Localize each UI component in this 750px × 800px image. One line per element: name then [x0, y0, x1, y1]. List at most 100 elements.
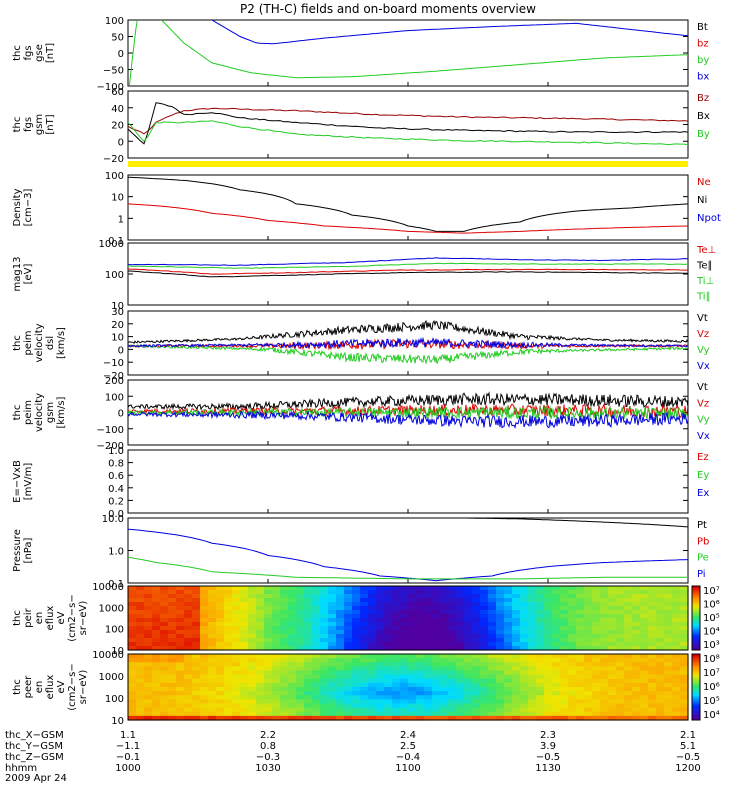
- peer_eflux-cell: [640, 715, 649, 721]
- peer_eflux-cell: [288, 666, 297, 672]
- peir_eflux-cell: [224, 602, 233, 607]
- peer_eflux-cell: [208, 715, 217, 721]
- peir_eflux-cell: [344, 614, 353, 619]
- peir_eflux-cell: [496, 626, 505, 631]
- pressure-ytick-label: 10.0: [102, 514, 124, 525]
- peir_eflux-cell: [240, 590, 249, 595]
- peer_eflux-cell: [680, 666, 689, 672]
- peir_eflux-cell: [464, 622, 473, 627]
- peer_eflux-cell: [304, 682, 313, 688]
- peir_eflux-cell: [416, 594, 425, 599]
- peer_eflux-cell: [672, 695, 681, 700]
- peer_eflux-cell: [312, 695, 321, 700]
- peir_eflux-cell: [528, 610, 537, 615]
- peer_eflux-cell: [480, 654, 489, 659]
- peir_eflux-cell: [512, 614, 521, 619]
- peir_eflux-cell: [192, 594, 201, 599]
- peer_eflux-cell: [464, 687, 473, 692]
- peir_eflux-cell: [520, 626, 529, 631]
- peir_eflux-cell: [504, 590, 513, 595]
- peer_eflux-cell: [640, 691, 649, 696]
- peer_eflux-cell: [376, 670, 385, 676]
- peer_eflux-cell: [680, 658, 689, 663]
- peir_eflux-cell: [648, 626, 657, 631]
- peer_eflux-cell: [648, 670, 657, 676]
- peir_eflux-cell: [536, 614, 545, 619]
- peer_eflux-cell: [592, 711, 601, 717]
- peir_eflux-cell: [440, 610, 449, 615]
- peir_eflux-cell: [472, 618, 481, 623]
- peer_eflux-cell: [680, 695, 689, 700]
- peer_eflux-cell: [672, 687, 681, 692]
- peer_eflux-cell: [640, 678, 649, 684]
- peer_eflux-cell: [328, 699, 337, 705]
- peer_eflux-cell: [640, 703, 649, 709]
- peir_eflux-cell: [560, 594, 569, 599]
- peir_eflux-cell: [176, 606, 185, 611]
- peer_eflux-cell: [456, 670, 465, 676]
- peir_eflux-cell: [296, 590, 305, 595]
- peir_eflux-cell: [352, 614, 361, 619]
- peir_eflux-cell: [304, 586, 313, 591]
- peim_gsm-legend-Vt: Vt: [697, 382, 708, 393]
- peer_eflux-cell: [352, 699, 361, 705]
- peer_eflux-cell: [480, 678, 489, 684]
- peer_eflux-cell: [568, 662, 577, 667]
- peer_eflux-cell: [656, 699, 665, 705]
- peir_eflux-cell: [376, 638, 385, 643]
- peir_eflux-cell: [240, 618, 249, 623]
- peer_eflux-cell: [168, 654, 177, 659]
- peer_eflux-cell: [472, 691, 481, 696]
- peer_eflux-cell: [432, 691, 441, 696]
- peir_eflux-cell: [232, 618, 241, 623]
- peer_eflux-cell: [328, 711, 337, 717]
- peir_eflux-cell: [240, 598, 249, 603]
- peir_eflux-cell: [344, 590, 353, 595]
- peer_eflux-cell: [168, 682, 177, 688]
- fgs_gsm-ytick-label: 20: [111, 121, 124, 132]
- peer_eflux-cell: [168, 699, 177, 705]
- peir_eflux-cell: [160, 646, 169, 651]
- peir_eflux-cell: [520, 586, 529, 591]
- peir_eflux-cell: [664, 606, 673, 611]
- peir_eflux-cell: [424, 614, 433, 619]
- peir_eflux-cell: [432, 614, 441, 619]
- peer_eflux-cell: [656, 654, 665, 659]
- efield-ytick-label: 0.6: [108, 471, 124, 482]
- peer_eflux-colorbar-seg: [692, 706, 700, 710]
- peir_eflux-cell: [648, 614, 657, 619]
- peer_eflux-cell: [544, 674, 553, 680]
- peir_eflux-cell: [616, 638, 625, 643]
- peir_eflux-cell: [552, 626, 561, 631]
- peer_eflux-cell: [576, 678, 585, 684]
- peer_eflux-cell: [616, 658, 625, 663]
- peir_eflux-cell: [136, 602, 145, 607]
- peer_eflux-cell: [344, 687, 353, 692]
- peer_eflux-cell: [440, 658, 449, 663]
- peer_eflux-cell: [648, 674, 657, 680]
- peer_eflux-cell: [232, 674, 241, 680]
- peer_eflux-cell: [328, 703, 337, 709]
- peer_eflux-cell: [392, 670, 401, 676]
- peir_eflux-cell: [584, 634, 593, 639]
- peer_eflux-cell: [344, 682, 353, 688]
- peer_eflux-cell: [616, 715, 625, 721]
- peir_eflux-cell: [384, 606, 393, 611]
- peer_eflux-cell: [608, 715, 617, 721]
- peer_eflux-cell: [680, 703, 689, 709]
- peir_eflux-cell: [408, 646, 417, 651]
- peer_eflux-cell: [272, 662, 281, 667]
- peer_eflux-cell: [360, 658, 369, 663]
- peir_eflux-cell: [304, 610, 313, 615]
- peer_eflux-cell: [656, 695, 665, 700]
- peir_eflux-cell: [440, 606, 449, 611]
- peer_eflux-colorbar-seg: [692, 684, 700, 688]
- peer_eflux-cell: [656, 674, 665, 680]
- peer_eflux-cell: [392, 654, 401, 659]
- peer_eflux-cell: [384, 654, 393, 659]
- xaxis-y-gsm: 0.8: [260, 741, 276, 752]
- peir_eflux-cell: [632, 618, 641, 623]
- peir_eflux-cell: [488, 594, 497, 599]
- fgs_gse-ylabel: fgs: [23, 45, 34, 60]
- peir_eflux-cell: [456, 642, 465, 647]
